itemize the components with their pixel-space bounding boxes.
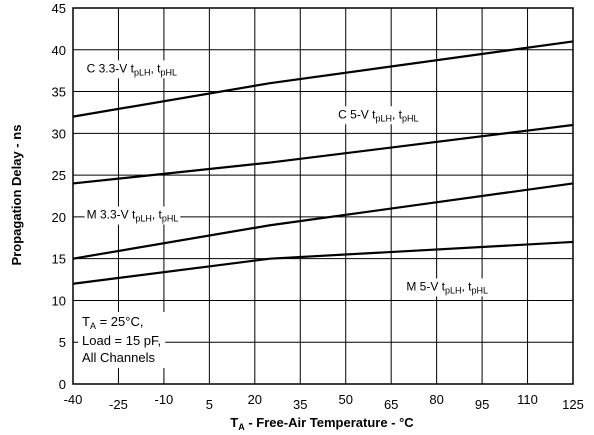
- x-tick-label: -25: [109, 397, 128, 412]
- series-line-1: [72, 40, 574, 118]
- conditions-note: TA = 25°C, Load = 15 pF, All Channels: [82, 314, 161, 365]
- series-label-m5: M 5-V tpLH, tpHL: [406, 279, 488, 295]
- x-tick-label: 110: [517, 392, 538, 407]
- y-tick-label: 35: [52, 85, 66, 100]
- series-lines: [72, 40, 574, 285]
- conditions-box-background: [78, 312, 166, 368]
- y-tick-label: 10: [52, 293, 66, 308]
- series-label-background: [84, 206, 181, 225]
- x-tick-label: 95: [475, 397, 489, 412]
- x-tick-label: -10: [155, 392, 174, 407]
- series-label-c33: C 3.3-V tpLH, tpHL: [87, 61, 177, 77]
- series-label-backgrounds: [84, 60, 491, 297]
- x-axis-title: TA - Free-Air Temperature - °C: [230, 415, 414, 432]
- plot-area-frame: [72, 7, 574, 385]
- y-tick-label: 40: [52, 43, 66, 58]
- conditions-channels: All Channels: [82, 350, 155, 365]
- y-tick-label: 45: [52, 1, 66, 16]
- y-tick-label: 5: [59, 335, 66, 350]
- y-tick-labels: 0 5 10 15 20 25 30 35 40 45: [52, 1, 66, 392]
- y-axis-title: Propagation Delay - ns: [9, 125, 24, 266]
- series-label-background: [404, 278, 491, 297]
- x-tick-label: 35: [293, 397, 307, 412]
- conditions-load: Load = 15 pF,: [82, 333, 161, 348]
- x-tick-label: 50: [338, 392, 352, 407]
- x-tick-label: 65: [384, 397, 398, 412]
- y-tick-label: 20: [52, 210, 66, 225]
- conditions-temperature: TA = 25°C,: [82, 314, 143, 331]
- x-tick-labels: -40 -25 -10 5 20 35 50 65 80 95 110 125: [64, 392, 584, 412]
- y-tick-label: 30: [52, 126, 66, 141]
- y-tick-label: 15: [52, 252, 66, 267]
- x-tick-label: 125: [562, 397, 584, 412]
- series-line-4: [72, 240, 574, 285]
- series-labels: C 3.3-V tpLH, tpHL C 5-V tpLH, tpHL M 3.3-…: [87, 61, 488, 295]
- x-tick-label: 5: [206, 397, 213, 412]
- series-label-background: [84, 60, 180, 79]
- series-label-m33: M 3.3-V tpLH, tpHL: [87, 208, 179, 224]
- series-label-c5: C 5-V tpLH, tpHL: [338, 107, 418, 123]
- series-line-3: [72, 182, 574, 260]
- x-tick-label: 80: [429, 392, 443, 407]
- y-tick-label: 0: [59, 377, 66, 392]
- x-tick-label: -40: [64, 392, 83, 407]
- x-tick-label: 20: [248, 392, 262, 407]
- series-line-2: [72, 123, 574, 185]
- series-label-background: [336, 106, 421, 125]
- y-tick-label: 25: [52, 168, 66, 183]
